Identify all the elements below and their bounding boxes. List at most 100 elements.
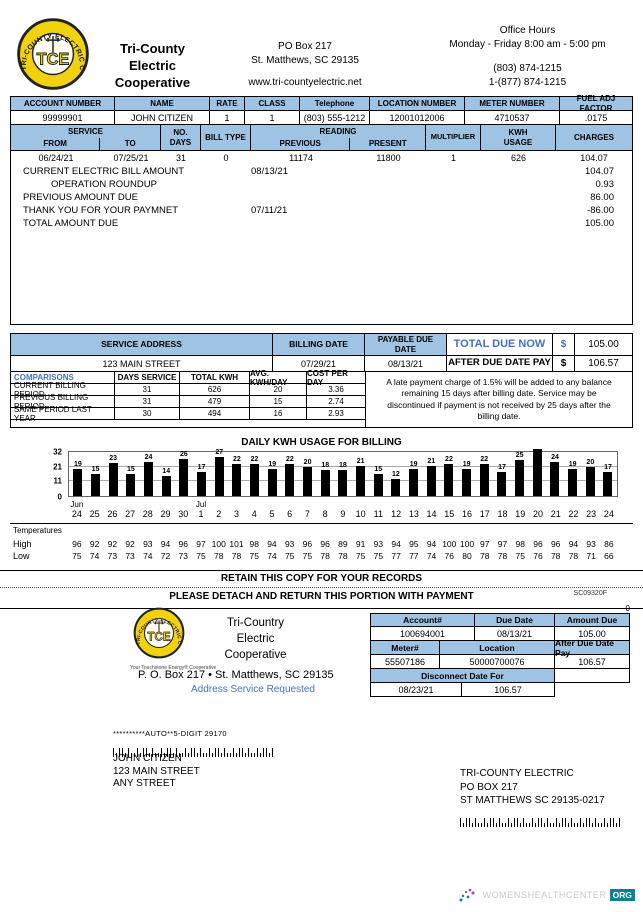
charge-amount: 0.93	[595, 179, 615, 190]
previous-label: PREVIOUS	[251, 137, 351, 150]
chart-title: DAILY KWH USAGE FOR BILLING	[241, 437, 402, 448]
after-due-stub-header: After Due Date Pay	[555, 638, 630, 658]
gridline-21	[68, 466, 618, 467]
detach-instruction-text: PLEASE DETACH AND RETURN THIS PORTION WI…	[169, 591, 474, 602]
remit-company-name: Tri-Country Electric Cooperative	[224, 617, 287, 661]
class-value: 1	[245, 111, 300, 124]
high-label: High	[13, 539, 32, 549]
location-stub-value: 50000700076	[440, 655, 555, 669]
y-tick-11: 11	[53, 476, 62, 486]
cost-per-day-header: COST PER DAY	[307, 369, 365, 387]
y-tick-0: 0	[57, 492, 62, 502]
total-due-now-amount: 105.00	[588, 339, 619, 350]
charge-label: CURRENT ELECTRIC BILL AMOUNT	[23, 166, 184, 177]
remit-disconnect-header-row: Disconnect Date For	[370, 669, 630, 683]
service-address-value: 123 MAIN STREET	[11, 356, 273, 371]
bar-day-11: 15	[369, 452, 387, 496]
company-logo-icon: TRI-COUNTY ELECTRIC COOPERATIVE TCE	[9, 13, 89, 90]
remit-table: Account# Due Date Amount Due 100694001 0…	[370, 613, 630, 697]
multiplier-value: 1	[450, 153, 456, 163]
return-address: TRI-COUNTY ELECTRIC PO BOX 217 ST MATTHE…	[460, 768, 605, 806]
charge-label: TOTAL AMOUNT DUE	[23, 218, 119, 229]
remit-disconnect-values-row: 08/23/21 106.57	[370, 683, 630, 697]
no-days-value: 31	[175, 153, 186, 163]
no-days-label: NO. DAYS	[161, 125, 201, 150]
kwh-usage-label: KWH USAGE	[481, 125, 556, 150]
bill-type-value: 0	[223, 153, 229, 163]
charges-value: 104.07	[580, 153, 608, 163]
y-tick-32: 32	[53, 447, 62, 457]
service-from-value: 06/24/21	[38, 153, 74, 163]
y-tick-21: 21	[53, 462, 62, 472]
charge-amount: -86.00	[587, 205, 614, 216]
watermark-org-badge: ORG	[609, 889, 635, 901]
bar-day-16: 19	[458, 452, 476, 496]
after-due-date-pay-label: AFTER DUE DATE PAY	[447, 356, 553, 371]
amount-due-stub-value: 105.00	[555, 627, 630, 641]
svg-text:TCE: TCE	[37, 51, 70, 69]
billing-date-header: BILLING DATE	[273, 334, 365, 355]
high-temps-row: 96 92 92 92 93 94 96 97 100 101 98 94 93 96 96 89 91 93 94…	[72, 539, 614, 549]
late-payment-note: A late payment charge of 1.5% will be ad…	[386, 377, 612, 422]
disconnect-date-header: Disconnect Date For	[370, 669, 555, 683]
remit-logo-tagline: Your Touchstone Energy® Cooperative	[130, 665, 217, 671]
utility-pole-icon	[153, 620, 165, 632]
total-due-dollar-sign: $	[553, 334, 575, 355]
kwh-bar-chart: 19 15 23 15 24 14 26 17 27 22 22 19 22 20 18 18 21 15 12 19…	[68, 448, 618, 497]
x-axis-months: Jun Jul	[70, 500, 207, 509]
bar-day-3: 22	[228, 452, 246, 496]
bar-day-28: 24	[140, 452, 158, 496]
bar-day-23: 20	[581, 452, 599, 496]
charge-date: 07/11/21	[251, 205, 288, 216]
charges-label: CHARGES	[573, 132, 614, 142]
rate-value: 1	[210, 111, 245, 124]
summary-values-row: 123 MAIN STREET 07/29/21 08/13/21 AFTER …	[11, 356, 632, 372]
meter-number-value: 4710537	[465, 111, 560, 124]
bar-day-4: 22	[246, 452, 264, 496]
comparisons-header-row: COMPARISONS DAYS SERVICE TOTAL KWH AVG. …	[11, 369, 365, 387]
present-label: PRESENT	[368, 139, 407, 149]
bar-day-24: 17	[599, 452, 617, 496]
fuel-adj-value: .0175	[584, 112, 608, 123]
company-name: Tri-County Electric Cooperative	[114, 41, 191, 90]
avg-kwh-header: AVG. KWH/DAY	[250, 369, 307, 387]
watermark-dots-icon	[459, 888, 476, 902]
recipient-address: JOHN CITIZEN 123 MAIN STREET ANY STREET	[113, 753, 200, 789]
retain-copy-text: RETAIN THIS COPY FOR YOUR RECORDS	[220, 573, 423, 584]
after-due-date-pay-amount: 106.57	[588, 358, 619, 369]
payable-due-date-header: PAYABLE DUE DATE	[365, 334, 447, 355]
office-hours: Office Hours Monday - Friday 8:00 am - 5…	[449, 25, 606, 50]
bar-day-8: 18	[316, 452, 334, 496]
temperatures-label: Temperatures	[13, 526, 62, 535]
meter-stub-value: 55507186	[370, 655, 440, 669]
reading-group-header: READING PREVIOUS PRESENT	[251, 125, 426, 150]
charge-label: OPERATION ROUNDUP	[51, 179, 157, 190]
comparison-row-last-year: SAME PERIOD LAST YEAR 30 494 16 2.93	[11, 405, 365, 423]
charge-line-total-due: TOTAL AMOUNT DUE 105.00	[11, 217, 632, 230]
location-number-header: LOCATION NUMBER	[370, 97, 465, 110]
watermark-name: WOMENSHEALTHCENTER	[482, 890, 607, 900]
summary-header-row: SERVICE ADDRESS BILLING DATE PAYABLE DUE…	[11, 334, 632, 356]
perforation-line	[0, 587, 643, 588]
service-group-header: SERVICE FROM TO	[11, 125, 161, 150]
form-code: SC09320F	[573, 590, 607, 597]
comparison-row-current: CURRENT BILLING PERIOD 31 626 20 3.36	[11, 381, 365, 399]
service-header-row: SERVICE FROM TO NO. DAYS BILL TYPE READI…	[11, 125, 632, 151]
account-number-value: 99999901	[11, 111, 115, 124]
service-label: SERVICE	[68, 126, 103, 136]
bill-type-label: BILL TYPE	[201, 125, 251, 150]
total-kwh-header: TOTAL KWH	[180, 372, 250, 384]
company-address: PO Box 217 St. Matthews, SC 29135	[251, 41, 359, 66]
meter-stub-header: Meter#	[370, 641, 440, 655]
remit-values-row-2: 55507186 50000700076 106.57	[370, 655, 630, 669]
phone-numbers: (803) 874-1215 1-(877) 874-1215	[488, 63, 567, 88]
bar-day-22: 19	[564, 452, 582, 496]
comparisons-table: COMPARISONS DAYS SERVICE TOTAL KWH AVG. …	[11, 369, 366, 427]
due-date-stub-header: Due Date	[475, 613, 555, 627]
location-stub-header: Location	[440, 641, 555, 655]
summary-box: SERVICE ADDRESS BILLING DATE PAYABLE DUE…	[10, 333, 633, 428]
service-to-value: 07/25/21	[113, 153, 149, 163]
charge-amount: 105.00	[584, 218, 614, 229]
fuel-adj-header: FUEL ADJ FACTOR	[560, 94, 632, 113]
